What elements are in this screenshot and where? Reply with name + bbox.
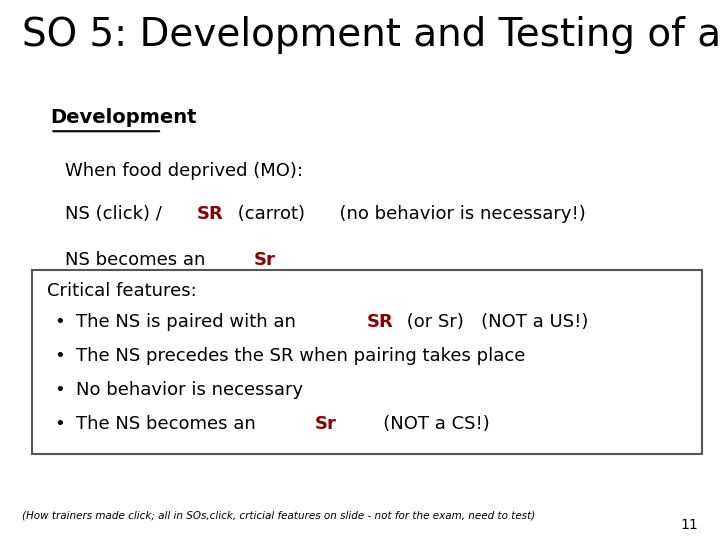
Text: The NS is paired with an: The NS is paired with an [76,313,301,331]
Text: •: • [54,415,65,433]
Text: (NOT a CS!): (NOT a CS!) [343,415,490,433]
Text: SR: SR [366,313,393,331]
Text: SO 5: Development and Testing of an Sr: SO 5: Development and Testing of an Sr [22,16,720,54]
Text: When food deprived (MO):: When food deprived (MO): [65,162,303,180]
Text: Sr: Sr [253,251,275,269]
FancyBboxPatch shape [32,270,702,454]
Text: Critical features:: Critical features: [47,282,197,300]
Text: Development: Development [50,108,197,127]
Text: •: • [54,381,65,399]
Text: No behavior is necessary: No behavior is necessary [76,381,302,399]
Text: The NS becomes an: The NS becomes an [76,415,261,433]
Text: •: • [54,347,65,365]
Text: (carrot)      (no behavior is necessary!): (carrot) (no behavior is necessary!) [232,205,585,223]
Text: NS becomes an: NS becomes an [65,251,211,269]
Text: (or Sr)   (NOT a US!): (or Sr) (NOT a US!) [401,313,589,331]
Text: NS (click) /: NS (click) / [65,205,168,223]
Text: SR: SR [197,205,224,223]
Text: The NS precedes the SR when pairing takes place: The NS precedes the SR when pairing take… [76,347,525,365]
Text: (How trainers made click; all in SOs,click, crticial features on slide - not for: (How trainers made click; all in SOs,cli… [22,510,535,521]
Text: Sr: Sr [315,415,337,433]
Text: 11: 11 [680,518,698,532]
Text: •: • [54,313,65,331]
